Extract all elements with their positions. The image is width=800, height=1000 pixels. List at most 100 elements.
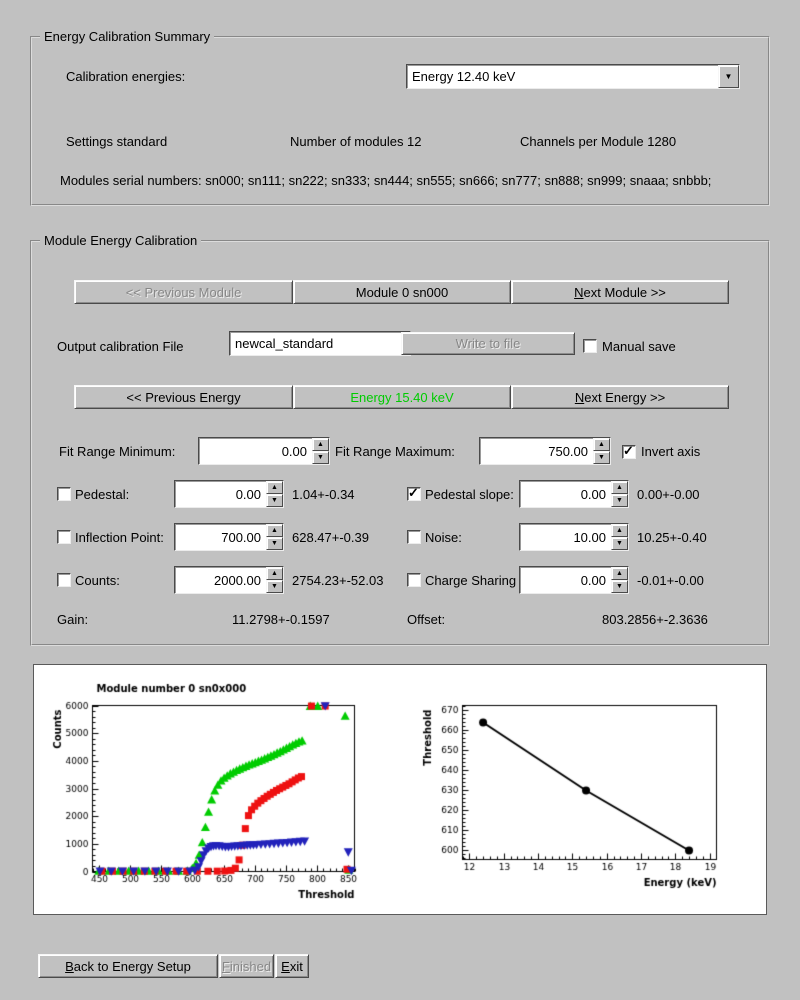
fit-range-maximum-value[interactable]: 750.00 [548,443,588,459]
pedestal-label[interactable]: Pedestal: [75,487,130,502]
arrow-down-icon: ▼ [271,540,278,547]
pedestal-slope-result-text: 0.00+-0.00 [637,487,700,502]
noise-result-text: 10.25+-0.40 [637,530,707,545]
summary-groupbox-title: Energy Calibration Summary [40,29,215,44]
module-serial-numbers-text: Modules serial numbers: sn000; sn111; sn… [60,173,712,188]
arrow-up-icon: ▲ [271,570,278,577]
arrow-down-icon: ▼ [317,454,324,461]
combo-dropdown-button[interactable]: ▼ [718,65,739,88]
spin-down-button[interactable]: ▼ [266,494,283,507]
module-calibration-groupbox: Module Energy Calibration << Previous Mo… [30,233,770,646]
module-calibration-groupbox-title: Module Energy Calibration [40,233,202,248]
previous-energy-button[interactable]: << Previous Energy [74,385,293,409]
write-to-file-button[interactable]: Write to file [401,332,575,355]
charge-sharing-result-text: -0.01+-0.00 [637,573,704,588]
output-file-field [229,331,411,356]
plots-panel [33,664,767,915]
output-file-label: Output calibration File [57,339,184,354]
arrow-up-icon: ▲ [616,484,623,491]
spin-down-button[interactable]: ▼ [312,451,329,464]
arrow-down-icon: ▼ [271,497,278,504]
arrow-up-icon: ▲ [616,527,623,534]
channels-per-module-text: Channels per Module 1280 [520,134,677,149]
manual-save-checkbox[interactable]: ✓ [583,339,597,353]
arrow-up-icon: ▲ [317,441,324,448]
arrow-down-icon: ▼ [598,454,605,461]
offset-value-text: 803.2856+-2.3636 [602,612,708,627]
counts-result-text: 2754.23+-52.03 [292,573,384,588]
noise-checkbox[interactable]: ✓ [407,530,421,544]
pedestal-value[interactable]: 0.00 [235,486,261,502]
pedestal-result-text: 1.04+-0.34 [292,487,355,502]
inflection-point-label[interactable]: Inflection Point: [75,530,164,545]
counts-spinbox: 2000.00 ▲ ▼ [174,566,284,594]
noise-value[interactable]: 10.00 [573,529,606,545]
spin-up-button[interactable]: ▲ [611,567,628,580]
arrow-down-icon: ▼ [271,583,278,590]
check-icon: ✓ [623,443,634,458]
pedestal-slope-value[interactable]: 0.00 [580,486,606,502]
counts-checkbox[interactable]: ✓ [57,573,71,587]
pedestal-checkbox[interactable]: ✓ [57,487,71,501]
previous-module-button[interactable]: << Previous Module [74,280,293,304]
pedestal-slope-checkbox[interactable]: ✓ [407,485,421,501]
spin-up-button[interactable]: ▲ [611,481,628,494]
charge-sharing-spinbox: 0.00 ▲ ▼ [519,566,629,594]
spin-down-button[interactable]: ▼ [611,494,628,507]
spin-down-button[interactable]: ▼ [266,537,283,550]
spin-down-button[interactable]: ▼ [593,451,610,464]
check-icon: ✓ [408,485,419,500]
invert-axis-label[interactable]: Invert axis [641,444,701,459]
spin-up-button[interactable]: ▲ [266,481,283,494]
pedestal-spinbox: 0.00 ▲ ▼ [174,480,284,508]
chevron-down-icon: ▼ [724,72,733,81]
calibration-line-plot [414,683,744,901]
spin-up-button[interactable]: ▲ [611,524,628,537]
spin-up-button[interactable]: ▲ [266,524,283,537]
number-of-modules-text: Number of modules 12 [290,134,422,149]
charge-sharing-value[interactable]: 0.00 [580,572,606,588]
arrow-up-icon: ▲ [616,570,623,577]
spin-down-button[interactable]: ▼ [611,537,628,550]
gain-value-text: 11.2798+-0.1597 [232,612,330,627]
energy-combobox[interactable]: Energy 12.40 keV ▼ [406,64,740,89]
spin-up-button[interactable]: ▲ [593,438,610,451]
counts-label[interactable]: Counts: [75,573,120,588]
spin-down-button[interactable]: ▼ [611,580,628,593]
inflection-point-spinbox: 700.00 ▲ ▼ [174,523,284,551]
inflection-point-result-text: 628.47+-0.39 [292,530,369,545]
spin-up-button[interactable]: ▲ [266,567,283,580]
counts-value[interactable]: 2000.00 [214,572,261,588]
arrow-up-icon: ▲ [271,484,278,491]
pedestal-slope-label[interactable]: Pedestal slope: [425,487,514,502]
current-energy-button[interactable]: Energy 15.40 keV [293,385,511,409]
spin-up-button[interactable]: ▲ [312,438,329,451]
charge-sharing-label[interactable]: Charge Sharing [425,573,517,588]
inflection-point-checkbox[interactable]: ✓ [57,530,71,544]
inflection-point-value[interactable]: 700.00 [221,529,261,545]
noise-label[interactable]: Noise: [425,530,462,545]
energy-combobox-value: Energy 12.40 keV [412,69,516,84]
fit-range-minimum-spinbox: 0.00 ▲ ▼ [198,437,330,465]
settings-text: Settings standard [66,134,168,149]
arrow-down-icon: ▼ [616,583,623,590]
fit-range-minimum-value[interactable]: 0.00 [281,443,307,459]
gain-label: Gain: [57,612,89,627]
spin-down-button[interactable]: ▼ [266,580,283,593]
output-file-input[interactable] [235,336,405,351]
threshold-scan-plot [42,669,372,909]
charge-sharing-checkbox[interactable]: ✓ [407,573,421,587]
current-module-button[interactable]: Module 0 sn000 [293,280,511,304]
offset-label: Offset: [407,612,446,627]
arrow-up-icon: ▲ [271,527,278,534]
invert-axis-checkbox[interactable]: ✓ [622,443,636,459]
fit-range-maximum-label: Fit Range Maximum: [335,444,455,459]
fit-range-minimum-label: Fit Range Minimum: [59,444,176,459]
manual-save-label[interactable]: Manual save [602,339,676,354]
